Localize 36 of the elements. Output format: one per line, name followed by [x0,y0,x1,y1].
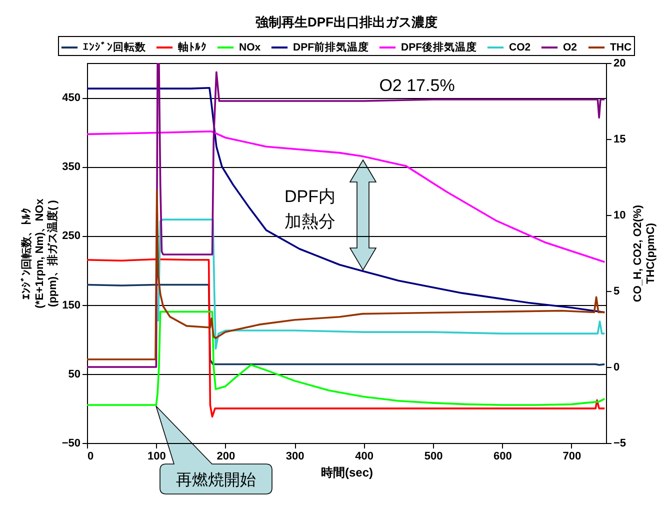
legend-label: 軸ﾄﾙｸ [177,40,207,54]
y2-tick-label: 0 [614,362,620,374]
y2-tick-label: 20 [614,58,626,70]
legend-label: THC [610,42,632,54]
text: 再燃焼開始 [176,472,256,489]
y2-axis-title: CO_H, CO2, O2(%) THC(ppmC) [632,204,658,302]
y2-tick-label: 15 [614,134,626,146]
y-tick-label: 450 [62,92,80,104]
chart-title: 強制再生DPF出口排出ガス濃度 [256,14,438,30]
y2-tick-label: 5 [614,286,620,298]
x-axis-title: 時間(sec) [320,466,374,480]
x-tick-label: 200 [216,450,236,462]
annotation: 加熱分 [284,212,336,231]
legend-label: CO2 [509,42,531,54]
y-tick-label: 250 [62,230,80,242]
annotation: DPF内 [284,187,336,206]
y-axis-title: ｴﾝｼﾞﾝ回転数、ﾄﾙｸ (*E+1rpm, Nm)、NOx (ppm)、排ガス温度( ) [20,198,59,308]
x-tick-label: 300 [286,450,304,462]
x-tick-label: 700 [562,450,582,462]
x-tick-label: 600 [494,450,512,462]
y-tick-label: 150 [62,299,80,312]
y2-tick-label: −5 [614,438,626,450]
x-tick-label: 500 [424,450,443,462]
y2-tick-label: 10 [614,210,626,222]
y-tick-label: −50 [62,438,80,450]
y-tick-label: 50 [68,368,80,380]
x-tick-label: 0 [88,450,94,462]
y-tick-label: 350 [62,161,80,174]
x-tick-label: 400 [355,450,374,462]
annotation: O2 17.5% [379,76,455,95]
x-tick-label: 100 [148,450,166,462]
legend-label: NOx [239,42,261,54]
legend-label: DPF前排気温度 [293,40,369,54]
legend-label: ｴﾝｼﾞﾝ回転数 [83,40,147,54]
legend-label: DPF後排気温度 [401,40,477,54]
legend-label: O2 [563,42,578,54]
